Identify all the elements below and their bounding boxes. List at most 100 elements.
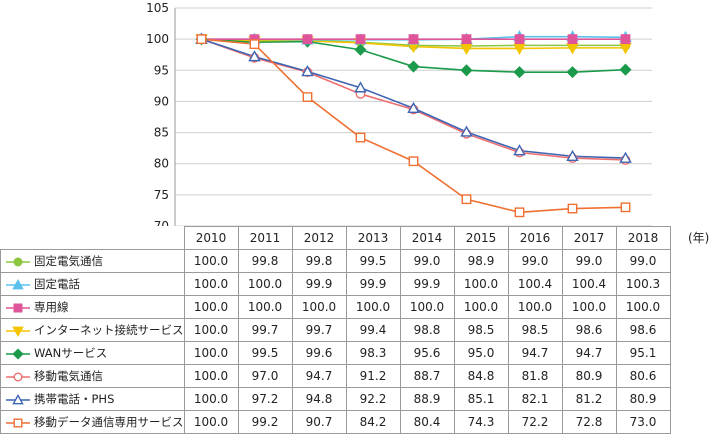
table-row: 移動データ通信専用サービス 100.0 99.2 90.7 84.2 80.4 74.3 72… xyxy=(0,410,671,434)
data-label: 74.3 xyxy=(453,410,509,434)
data-point xyxy=(514,207,525,218)
data-label: 100.0 xyxy=(183,318,239,342)
table-row: 移動電気通信 100.0 97.0 94.7 91.2 88.7 84.8 81.8 80.9 8… xyxy=(0,364,671,388)
legend-swatch xyxy=(6,372,30,381)
data-point xyxy=(302,92,313,102)
series-name: 専用線 xyxy=(34,300,69,314)
legend-entry: 専用線 xyxy=(0,295,185,319)
data-point xyxy=(461,34,472,45)
data-label: 100.0 xyxy=(615,295,671,319)
data-label: 94.8 xyxy=(291,387,347,411)
legend-marker xyxy=(13,303,23,312)
data-label: 98.3 xyxy=(345,341,401,365)
table-row: 固定電話 100.0 100.0 99.9 99.9 99.9 100.0 100.4 100.… xyxy=(0,272,671,296)
data-label: 88.7 xyxy=(399,364,455,388)
table-row: 固定電気通信 100.0 99.8 99.8 99.5 99.0 98.9 99.0 99.0 9… xyxy=(0,249,671,273)
data-label: 82.1 xyxy=(507,387,563,411)
data-point xyxy=(196,34,207,45)
data-label: 91.2 xyxy=(345,364,401,388)
data-point xyxy=(408,34,419,45)
table-corner xyxy=(0,226,185,250)
legend-swatch xyxy=(6,393,30,404)
data-label: 81.2 xyxy=(561,387,617,411)
data-point xyxy=(248,50,261,62)
y-tick-label: 105 xyxy=(146,1,169,15)
data-label: 99.0 xyxy=(561,249,617,273)
data-point xyxy=(566,66,579,79)
y-tick-label: 100 xyxy=(146,32,169,46)
data-label: 100.0 xyxy=(399,295,455,319)
data-point xyxy=(620,202,631,213)
legend-marker xyxy=(13,257,23,266)
data-label: 80.9 xyxy=(561,364,617,388)
x-tick-label: 2013 xyxy=(345,226,401,250)
data-point xyxy=(620,34,631,45)
data-label: 98.8 xyxy=(399,318,455,342)
data-label: 100.0 xyxy=(345,295,401,319)
table-row: 携帯電話・PHS 100.0 97.2 94.8 92.2 88.9 85.1 82.1 81.… xyxy=(0,387,671,411)
legend-swatch xyxy=(6,418,30,427)
legend-entry: WANサービス xyxy=(0,341,185,365)
data-point xyxy=(355,34,366,45)
data-label: 100.0 xyxy=(561,295,617,319)
series-name: 携帯電話・PHS xyxy=(34,392,115,406)
legend-swatch xyxy=(6,347,30,360)
data-point xyxy=(619,151,632,163)
data-label: 95.1 xyxy=(615,341,671,365)
data-label: 100.0 xyxy=(183,272,239,296)
x-tick-label: 2018 xyxy=(615,226,671,250)
data-point xyxy=(249,39,260,50)
data-label: 94.7 xyxy=(561,341,617,365)
table-row: WANサービス 100.0 99.5 99.6 98.3 95.6 95.0 94.7 94.7… xyxy=(0,341,671,365)
data-label: 99.8 xyxy=(237,249,293,273)
data-table: 2010 2011 2012 2013 2014 2015 2016 2017 2018 固定電気… xyxy=(0,226,671,434)
x-tick-label: 2012 xyxy=(291,226,347,250)
data-label: 100.0 xyxy=(453,295,509,319)
table-header-row: 2010 2011 2012 2013 2014 2015 2016 2017 2018 xyxy=(0,226,671,250)
data-point xyxy=(407,60,420,73)
legend-swatch xyxy=(6,326,30,337)
data-point xyxy=(460,43,473,55)
data-point xyxy=(460,64,473,77)
data-point xyxy=(513,43,526,55)
legend-swatch xyxy=(6,303,30,312)
x-tick-label: 2017 xyxy=(561,226,617,250)
data-point xyxy=(514,34,525,45)
data-label: 97.2 xyxy=(237,387,293,411)
series-name: インターネット接続サービス xyxy=(34,323,184,337)
data-label: 99.5 xyxy=(237,341,293,365)
data-point xyxy=(513,66,526,79)
legend-entry: 固定電話 xyxy=(0,272,185,296)
data-point xyxy=(460,125,473,137)
data-label: 98.6 xyxy=(615,318,671,342)
y-axis: 70 75 80 85 90 95 100 105 xyxy=(146,1,176,226)
data-label: 98.9 xyxy=(453,249,509,273)
x-tick-label: 2016 xyxy=(507,226,563,250)
data-point xyxy=(408,156,419,167)
data-label: 94.7 xyxy=(507,341,563,365)
data-label: 99.9 xyxy=(345,272,401,296)
series-name: WANサービス xyxy=(34,346,108,360)
y-tick-label: 80 xyxy=(154,157,169,171)
data-label: 85.1 xyxy=(453,387,509,411)
data-label: 100.0 xyxy=(291,295,347,319)
y-tick-label: 90 xyxy=(154,94,169,108)
data-point xyxy=(513,144,526,156)
data-point xyxy=(407,101,420,114)
data-label: 100.0 xyxy=(453,272,509,296)
data-label: 95.6 xyxy=(399,341,455,365)
legend-marker xyxy=(13,418,23,427)
data-label: 80.9 xyxy=(615,387,671,411)
series-line xyxy=(201,38,626,161)
data-label: 99.0 xyxy=(507,249,563,273)
x-tick-label: 2011 xyxy=(237,226,293,250)
data-label: 99.6 xyxy=(291,341,347,365)
y-tick-label: 85 xyxy=(154,126,169,140)
x-tick-label: 2015 xyxy=(453,226,509,250)
data-label: 98.5 xyxy=(507,318,563,342)
series-markers xyxy=(195,30,632,218)
legend-marker xyxy=(13,372,23,381)
data-label: 72.8 xyxy=(561,410,617,434)
data-label: 99.7 xyxy=(237,318,293,342)
data-label: 94.7 xyxy=(291,364,347,388)
